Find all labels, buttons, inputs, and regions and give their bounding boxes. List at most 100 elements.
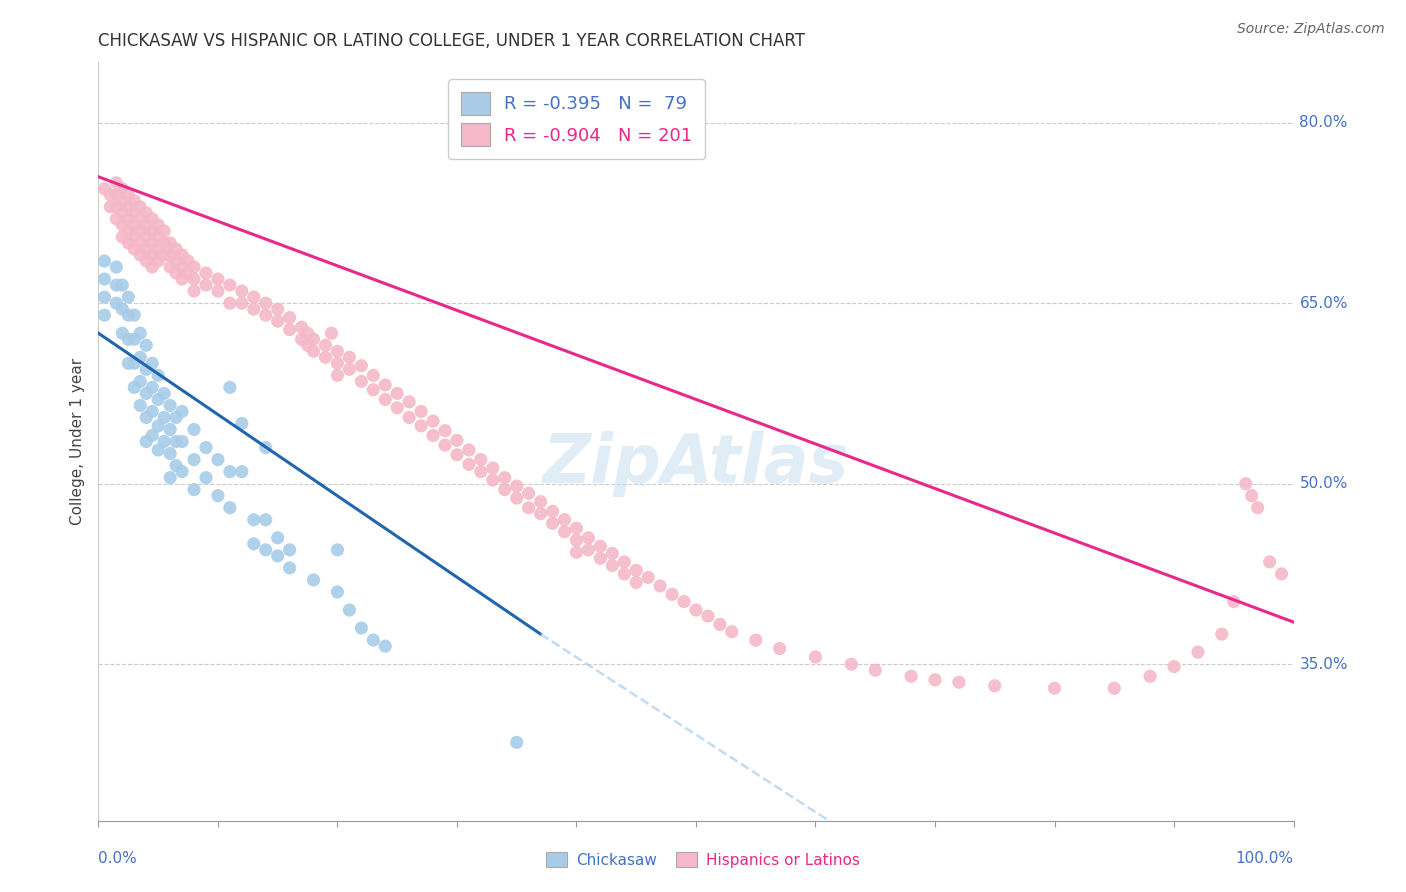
- Point: [326, 368, 349, 383]
- Point: [153, 224, 176, 238]
- Point: [159, 399, 181, 413]
- Point: [291, 332, 314, 346]
- Point: [207, 284, 229, 298]
- Point: [302, 344, 325, 359]
- Point: [673, 594, 696, 608]
- Point: [231, 296, 253, 310]
- Point: [363, 368, 385, 383]
- Point: [339, 603, 361, 617]
- Point: [297, 338, 319, 352]
- Point: [219, 296, 242, 310]
- Point: [219, 465, 242, 479]
- Point: [117, 308, 139, 322]
- Point: [141, 428, 163, 442]
- Point: [111, 302, 134, 317]
- Point: [141, 235, 163, 250]
- Point: [721, 624, 744, 639]
- Point: [530, 507, 553, 521]
- Point: [541, 504, 564, 518]
- Point: [135, 410, 157, 425]
- Point: [363, 633, 385, 648]
- Point: [254, 441, 277, 455]
- Point: [434, 438, 457, 452]
- Point: [183, 483, 205, 497]
- Point: [141, 248, 163, 262]
- Point: [148, 368, 170, 383]
- Point: [124, 356, 146, 370]
- Point: [506, 491, 529, 505]
- Point: [124, 194, 146, 208]
- Point: [541, 516, 564, 531]
- Text: 35.0%: 35.0%: [1299, 657, 1348, 672]
- Point: [219, 500, 242, 515]
- Point: [135, 206, 157, 220]
- Point: [984, 679, 1007, 693]
- Point: [446, 434, 468, 448]
- Point: [153, 434, 176, 449]
- Point: [565, 533, 588, 548]
- Point: [129, 248, 152, 262]
- Point: [129, 351, 152, 365]
- Y-axis label: College, Under 1 year: College, Under 1 year: [70, 358, 86, 525]
- Point: [648, 579, 672, 593]
- Point: [148, 230, 170, 244]
- Point: [231, 284, 253, 298]
- Point: [1240, 489, 1263, 503]
- Point: [326, 542, 349, 557]
- Point: [148, 442, 170, 457]
- Point: [159, 260, 181, 274]
- Point: [254, 296, 277, 310]
- Point: [626, 563, 648, 577]
- Point: [626, 575, 648, 590]
- Point: [924, 673, 946, 687]
- Point: [159, 235, 181, 250]
- Point: [111, 278, 134, 293]
- Point: [159, 470, 181, 484]
- Point: [111, 230, 134, 244]
- Point: [804, 650, 827, 665]
- Point: [172, 272, 194, 286]
- Point: [219, 278, 242, 293]
- Point: [129, 224, 152, 238]
- Point: [117, 356, 139, 370]
- Point: [135, 362, 157, 376]
- Point: [129, 375, 152, 389]
- Point: [458, 442, 481, 457]
- Point: [124, 230, 146, 244]
- Point: [267, 531, 290, 545]
- Point: [768, 641, 790, 656]
- Point: [153, 235, 176, 250]
- Point: [1139, 669, 1161, 683]
- Point: [1187, 645, 1209, 659]
- Point: [458, 458, 481, 472]
- Point: [243, 290, 266, 304]
- Point: [153, 410, 176, 425]
- Text: 65.0%: 65.0%: [1299, 295, 1348, 310]
- Point: [111, 206, 134, 220]
- Point: [231, 417, 253, 431]
- Point: [411, 418, 433, 433]
- Point: [93, 182, 115, 196]
- Point: [195, 470, 218, 484]
- Point: [93, 272, 115, 286]
- Point: [434, 424, 457, 438]
- Point: [948, 675, 970, 690]
- Legend: R = -0.395   N =  79, R = -0.904   N = 201: R = -0.395 N = 79, R = -0.904 N = 201: [449, 79, 704, 159]
- Point: [93, 290, 115, 304]
- Point: [135, 386, 157, 401]
- Point: [481, 461, 505, 475]
- Point: [374, 378, 396, 392]
- Point: [124, 218, 146, 232]
- Point: [111, 182, 134, 196]
- Point: [148, 392, 170, 407]
- Point: [865, 663, 887, 677]
- Point: [148, 254, 170, 268]
- Point: [124, 332, 146, 346]
- Point: [165, 242, 187, 256]
- Point: [841, 657, 863, 672]
- Point: [350, 375, 373, 389]
- Point: [315, 338, 337, 352]
- Text: 50.0%: 50.0%: [1299, 476, 1348, 491]
- Point: [231, 465, 253, 479]
- Point: [411, 404, 433, 418]
